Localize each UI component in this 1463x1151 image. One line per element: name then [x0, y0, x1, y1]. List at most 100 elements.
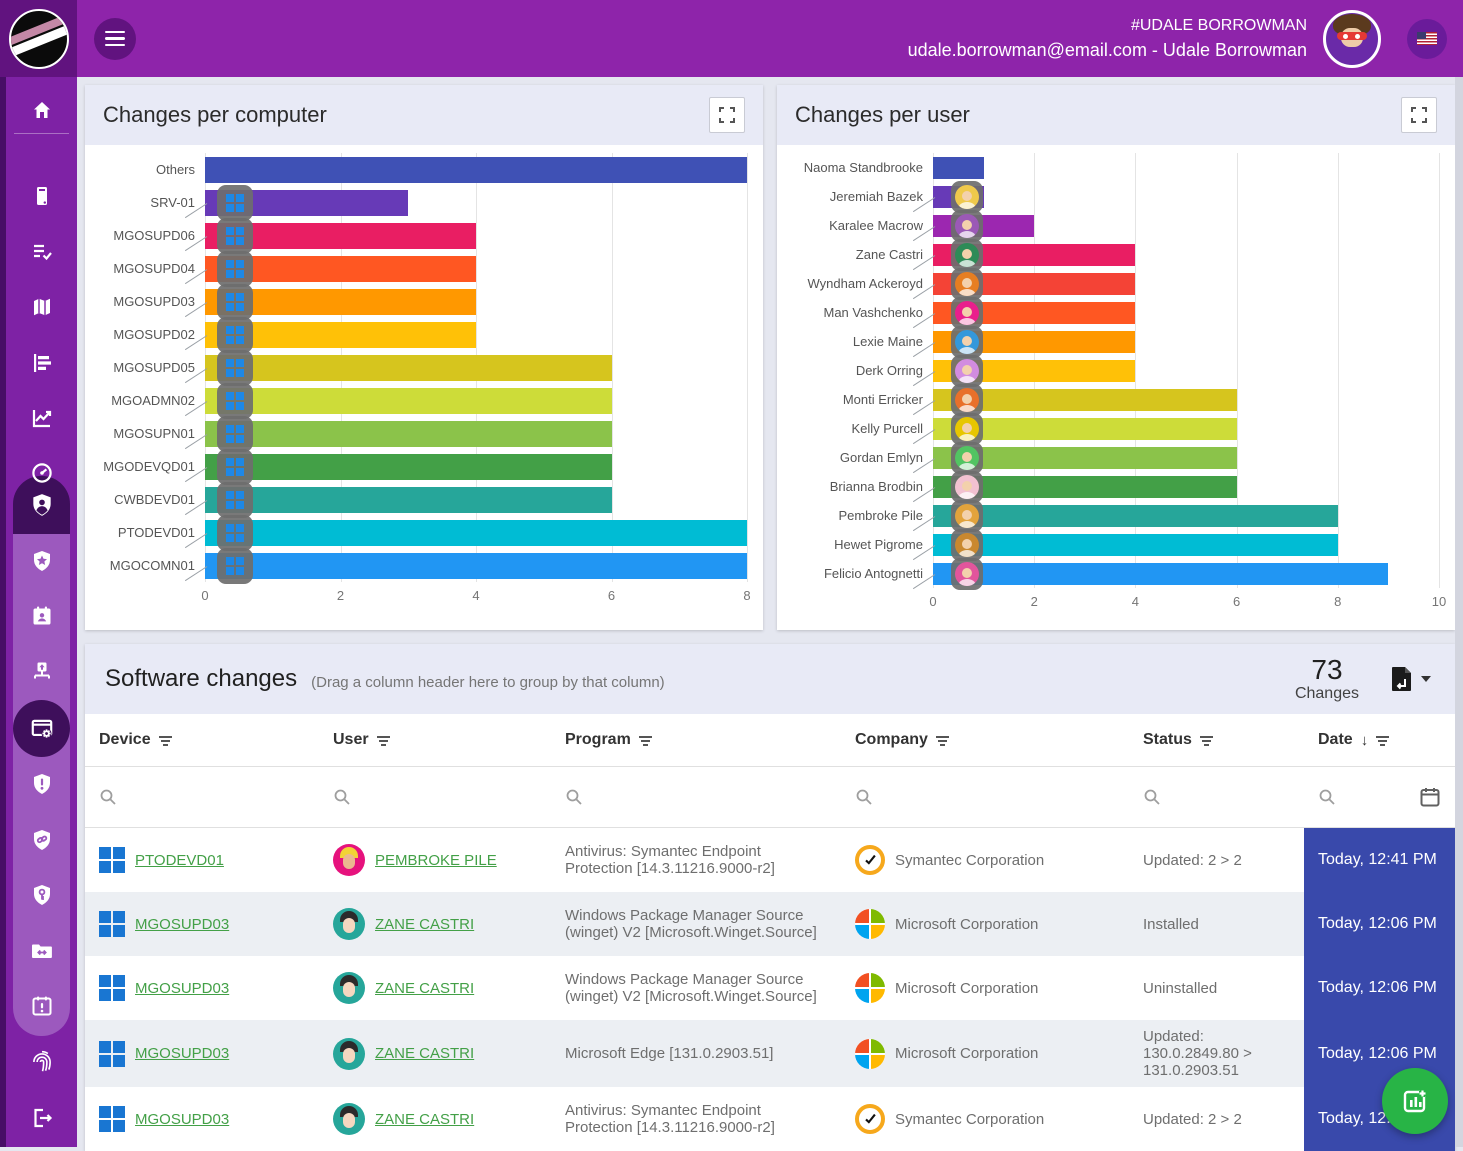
sidebar-item-home[interactable] — [6, 87, 77, 133]
search-field-date[interactable] — [1304, 767, 1455, 828]
user-link[interactable]: PEMBROKE PILE — [375, 852, 497, 869]
sidebar-nav — [0, 77, 77, 1147]
axis-tick-label: 0 — [201, 588, 208, 603]
search-field-user[interactable] — [319, 767, 551, 828]
chart-title: Changes per user — [795, 102, 970, 128]
sidebar-item-id-calendar[interactable] — [6, 593, 77, 639]
sidebar-item-shield-star[interactable] — [6, 538, 77, 584]
column-header-status[interactable]: Status — [1129, 714, 1304, 767]
chart-x-axis: 0246810 — [933, 588, 1439, 616]
chart-bar[interactable] — [205, 520, 747, 546]
chart-bar[interactable] — [205, 388, 612, 414]
chart-category-label: MGOSUPN01 — [101, 426, 205, 441]
chart-bar[interactable] — [933, 157, 984, 179]
company-cell: Symantec Corporation — [841, 1087, 1129, 1151]
sidebar-item-shield-link[interactable] — [6, 817, 77, 863]
sidebar-item-software-gear[interactable] — [6, 706, 77, 752]
sidebar-item-calendar-alert[interactable] — [6, 983, 77, 1029]
search-icon — [565, 788, 583, 806]
chart-bar[interactable] — [933, 534, 1338, 556]
filter-icon[interactable] — [1200, 734, 1213, 746]
chart-bar-row: Karalee Macrow — [793, 211, 1439, 240]
chart-category-label: Lexie Maine — [793, 334, 933, 349]
chart-bar[interactable] — [933, 563, 1388, 585]
filter-icon[interactable] — [639, 734, 652, 746]
user-avatar-icon — [951, 355, 983, 387]
device-link[interactable]: MGOSUPD03 — [135, 1045, 229, 1062]
chart-category-label: Felicio Antognetti — [793, 566, 933, 581]
chart-bar[interactable] — [205, 421, 612, 447]
chart-bar[interactable] — [205, 355, 612, 381]
sidebar-item-logout[interactable] — [6, 1095, 77, 1141]
chart-bar-row: CWBDEVD01 — [101, 483, 747, 516]
column-header-program[interactable]: Program — [551, 714, 841, 767]
sidebar-item-devices[interactable] — [6, 173, 77, 219]
chart-category-label: MGOSUPD04 — [101, 261, 205, 276]
chart-bar-row: Pembroke Pile — [793, 501, 1439, 530]
software-changes-card: Software changes (Drag a column header h… — [85, 644, 1455, 1151]
app-logo[interactable] — [0, 0, 77, 77]
sidebar-item-line-chart[interactable] — [6, 395, 77, 441]
table-body: PTODEVD01PEMBROKE PILEAntivirus: Symante… — [85, 828, 1455, 1151]
chart-bar[interactable] — [205, 157, 747, 183]
language-selector[interactable] — [1407, 19, 1447, 59]
main-content: Changes per computer OthersSRV-01MGOSUPD… — [77, 77, 1463, 1147]
column-header-device[interactable]: Device — [85, 714, 319, 767]
windows-icon — [217, 284, 253, 320]
device-link[interactable]: MGOSUPD03 — [135, 980, 229, 997]
filter-icon[interactable] — [936, 734, 949, 746]
task-list-icon — [30, 240, 54, 264]
search-field-company[interactable] — [841, 767, 1129, 828]
menu-toggle-button[interactable] — [94, 18, 136, 60]
sidebar-item-map[interactable] — [6, 284, 77, 330]
user-link[interactable]: ZANE CASTRI — [375, 916, 474, 933]
chart-bar[interactable] — [205, 454, 612, 480]
sidebar-item-network-upload[interactable] — [6, 649, 77, 695]
sidebar-item-fingerprint[interactable] — [6, 1039, 77, 1085]
sidebar-item-user-shield[interactable] — [6, 482, 77, 528]
sidebar-item-folder-sync[interactable] — [6, 928, 77, 974]
company-cell: Symantec Corporation — [841, 828, 1129, 892]
windows-icon — [217, 515, 253, 551]
device-link[interactable]: MGOSUPD03 — [135, 916, 229, 933]
column-header-date[interactable]: Date↓ — [1304, 714, 1455, 767]
column-header-user[interactable]: User — [319, 714, 551, 767]
chart-category-label: Kelly Purcell — [793, 421, 933, 436]
search-field-status[interactable] — [1129, 767, 1304, 828]
filter-icon[interactable] — [1376, 734, 1389, 746]
user-avatar[interactable] — [1323, 10, 1381, 68]
user-link[interactable]: ZANE CASTRI — [375, 980, 474, 997]
chart-category-label: Naoma Standbrooke — [793, 160, 933, 175]
symantec-logo-icon — [855, 845, 885, 875]
filter-icon[interactable] — [377, 734, 390, 746]
device-link[interactable]: MGOSUPD03 — [135, 1111, 229, 1128]
add-chart-icon — [1401, 1087, 1429, 1115]
user-link[interactable]: ZANE CASTRI — [375, 1045, 474, 1062]
search-icon — [1143, 788, 1161, 806]
calendar-icon — [1419, 786, 1441, 808]
search-field-program[interactable] — [551, 767, 841, 828]
fullscreen-icon[interactable] — [709, 97, 745, 133]
user-avatar-icon — [951, 500, 983, 532]
chart-bar[interactable] — [933, 215, 1034, 237]
microsoft-logo-icon — [855, 973, 885, 1003]
filter-icon[interactable] — [159, 734, 172, 746]
chart-bar-row: Others — [101, 153, 747, 186]
chart-bar[interactable] — [205, 553, 747, 579]
fullscreen-icon[interactable] — [1401, 97, 1437, 133]
chart-category-label: Gordan Emlyn — [793, 450, 933, 465]
sidebar-item-bar-chart[interactable] — [6, 340, 77, 386]
user-cell: ZANE CASTRI — [319, 1087, 551, 1151]
export-button[interactable] — [1387, 662, 1435, 696]
device-link[interactable]: PTODEVD01 — [135, 852, 224, 869]
column-header-company[interactable]: Company — [841, 714, 1129, 767]
sidebar-item-shield-key[interactable] — [6, 872, 77, 918]
chart-bar[interactable] — [933, 505, 1338, 527]
sidebar-item-shield-alert[interactable] — [6, 761, 77, 807]
add-chart-fab[interactable] — [1382, 1068, 1448, 1134]
scrollbar[interactable] — [1455, 77, 1463, 1147]
chart-bar[interactable] — [205, 487, 612, 513]
user-link[interactable]: ZANE CASTRI — [375, 1111, 474, 1128]
search-field-device[interactable] — [85, 767, 319, 828]
sidebar-item-task-list[interactable] — [6, 229, 77, 275]
